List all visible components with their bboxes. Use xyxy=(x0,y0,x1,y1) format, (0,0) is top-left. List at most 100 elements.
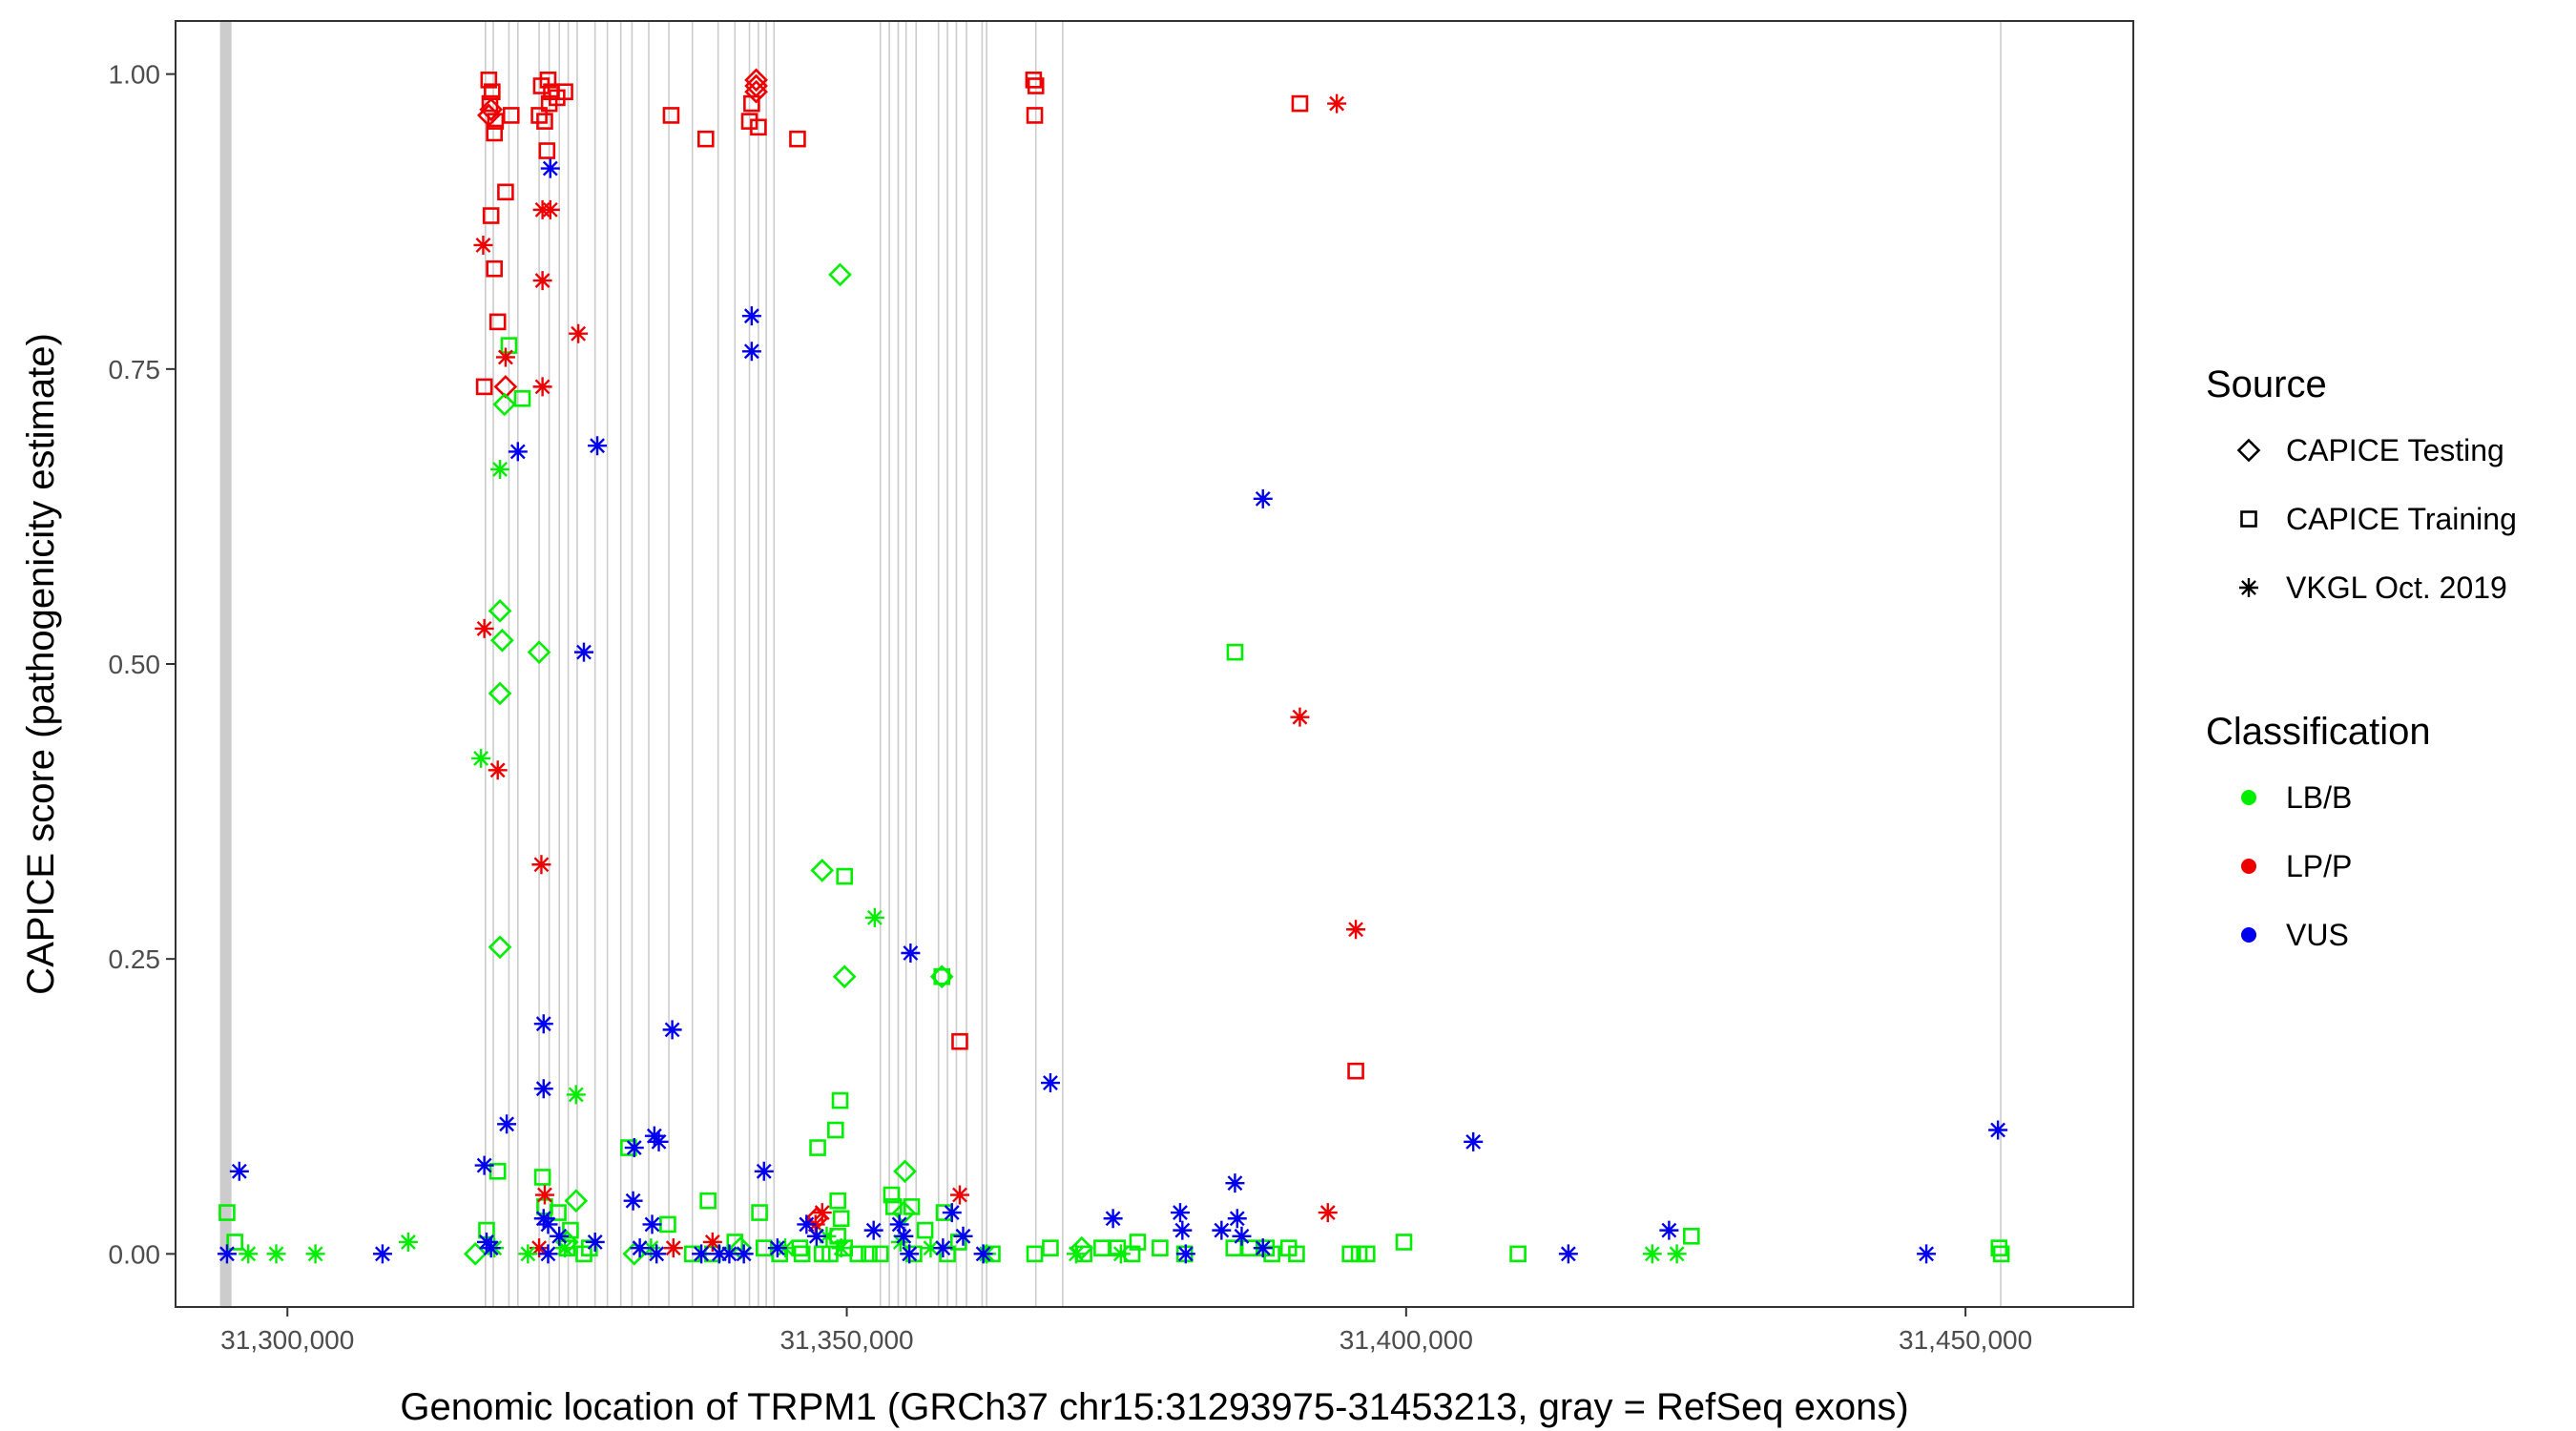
data-point xyxy=(973,1244,993,1264)
data-point xyxy=(741,342,761,362)
data-point xyxy=(1170,1203,1190,1223)
data-point xyxy=(884,1198,903,1215)
data-point xyxy=(1026,1245,1044,1263)
data-point xyxy=(538,1214,558,1234)
data-point xyxy=(1225,1173,1245,1193)
data-point xyxy=(1341,1245,1359,1263)
data-point xyxy=(495,347,515,367)
data-point xyxy=(750,118,767,136)
data-point xyxy=(1066,1244,1086,1264)
data-point xyxy=(585,1232,605,1252)
data-point xyxy=(540,158,560,178)
data-point xyxy=(883,1186,901,1204)
data-point xyxy=(575,1245,592,1263)
data-point xyxy=(562,1221,579,1239)
data-point xyxy=(518,1244,538,1264)
data-point xyxy=(538,1244,558,1264)
exon-band xyxy=(219,21,232,1307)
data-point xyxy=(497,1114,517,1134)
data-point xyxy=(740,113,758,130)
data-point xyxy=(573,642,593,662)
data-point xyxy=(702,1232,722,1252)
data-point xyxy=(490,459,510,479)
y-tick-label: 1.00 xyxy=(109,60,161,90)
data-point xyxy=(949,1234,967,1251)
data-point xyxy=(533,1014,553,1034)
data-point xyxy=(828,262,852,287)
data-point xyxy=(1288,1245,1305,1263)
data-point xyxy=(939,1245,956,1263)
data-point xyxy=(486,124,503,142)
data-point xyxy=(817,1226,837,1246)
data-point xyxy=(218,1204,236,1221)
legend-classification-label: LB/B xyxy=(2286,780,2352,815)
data-point xyxy=(581,1239,598,1256)
data-point xyxy=(647,1244,667,1264)
data-point xyxy=(827,1121,844,1139)
data-point xyxy=(1253,488,1273,508)
legend-classification-items: LB/B LP/P VUS xyxy=(2241,780,2352,952)
data-point xyxy=(481,94,499,113)
data-point xyxy=(1667,1244,1687,1264)
y-tick-label: 0.00 xyxy=(109,1239,161,1269)
data-point xyxy=(1212,1220,1232,1240)
data-point xyxy=(741,306,761,326)
data-point xyxy=(849,1245,867,1263)
panel-background xyxy=(176,21,2133,1307)
data-point xyxy=(812,1203,832,1223)
data-point xyxy=(829,1192,846,1210)
y-axis-title: CAPICE score (pathogenicity estimate) xyxy=(20,333,62,995)
data-point xyxy=(734,1244,754,1264)
data-point xyxy=(564,1189,589,1213)
data-point xyxy=(744,68,768,93)
data-point xyxy=(642,1214,662,1234)
data-point xyxy=(463,1242,488,1266)
data-point xyxy=(1227,1209,1247,1229)
legend-source-label: VKGL Oct. 2019 xyxy=(2286,570,2507,605)
data-point xyxy=(266,1244,286,1264)
data-point xyxy=(569,323,589,343)
data-point xyxy=(484,83,501,101)
data-point xyxy=(832,964,857,989)
legend-source-key xyxy=(2240,510,2257,528)
data-point xyxy=(863,1220,883,1240)
data-point xyxy=(901,943,921,963)
legend-classification-label: LP/P xyxy=(2286,849,2352,883)
data-point xyxy=(1111,1244,1131,1264)
data-point xyxy=(1025,72,1043,89)
data-point xyxy=(916,1221,934,1239)
data-point xyxy=(530,1238,550,1258)
legend-source-label: CAPICE Testing xyxy=(2286,433,2504,467)
data-point xyxy=(809,1139,826,1156)
data-point xyxy=(942,1203,962,1223)
data-point xyxy=(861,1245,878,1263)
data-point xyxy=(239,1244,259,1264)
data-point xyxy=(1103,1209,1123,1229)
x-axis: 31,300,000 31,350,000 31,400,000 31,450,000 xyxy=(220,1307,2032,1355)
data-point xyxy=(949,1185,969,1205)
y-tick-label: 0.25 xyxy=(109,944,161,974)
data-point xyxy=(566,1085,586,1105)
data-point xyxy=(1093,1239,1111,1256)
data-point xyxy=(488,599,512,623)
data-point xyxy=(649,1131,669,1151)
data-point xyxy=(890,1232,910,1252)
legend-classification-key xyxy=(2241,790,2256,805)
data-point xyxy=(1291,94,1309,113)
data-point xyxy=(1318,1203,1338,1223)
data-point xyxy=(894,1226,914,1246)
data-point xyxy=(699,1192,717,1210)
data-point xyxy=(488,313,507,331)
data-point xyxy=(217,1244,237,1264)
data-point xyxy=(530,107,548,124)
data-point xyxy=(871,1245,889,1263)
data-point xyxy=(1232,1226,1252,1246)
data-point xyxy=(513,389,531,407)
data-point xyxy=(806,1226,826,1246)
data-point xyxy=(1509,1245,1527,1263)
data-point xyxy=(1173,1220,1193,1240)
data-point xyxy=(719,1244,739,1264)
data-point xyxy=(488,935,512,960)
data-point xyxy=(709,1244,729,1264)
data-point xyxy=(536,113,553,130)
